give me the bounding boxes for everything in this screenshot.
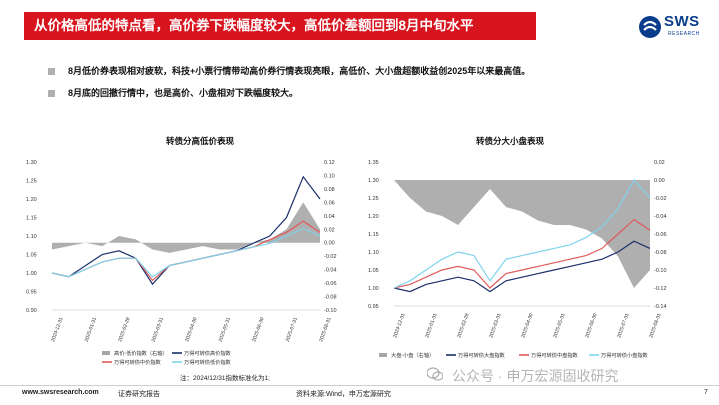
line-series-0-2 (51, 227, 321, 278)
footer-report-label: 证券研究报告 (118, 391, 160, 398)
header: 从价格高低的特点看，高价券下跌幅度较大，高低价差额回到8月中旬水平 SWS RE… (0, 0, 719, 50)
x-tick: 2025-05-31 (552, 312, 566, 338)
x-tick: 2025-03-31 (151, 316, 165, 342)
chart-title-right: 转债分大小盘表现 (475, 136, 544, 146)
legend-label: 高价-低价指数（右轴） (114, 349, 168, 357)
line-series-0-1 (51, 220, 321, 282)
y-right-tick: -0.12 (654, 286, 667, 292)
x-tick: 2025-04-30 (184, 316, 198, 342)
y-left-tick: 1.20 (26, 197, 37, 203)
x-tick: 2025-02-28 (117, 316, 131, 342)
y-left-tick: 1.25 (26, 179, 37, 185)
legend-swatch-area (102, 351, 110, 355)
y-right-tick: 0.00 (654, 178, 665, 184)
line-series-1-1 (393, 218, 651, 289)
y-right-tick: -0.08 (654, 250, 667, 256)
y-right-tick: 0.02 (654, 160, 665, 166)
y-right-tick: 0.10 (324, 173, 335, 179)
sws-logo-icon (639, 16, 661, 38)
x-tick: 2024-12-31 (50, 316, 64, 342)
x-tick: 2025-08-31 (318, 316, 332, 342)
x-tick: 2025-02-28 (456, 312, 470, 338)
y-left-tick: 1.00 (26, 271, 37, 277)
y-right-tick: -0.04 (324, 268, 337, 274)
x-tick: 2025-03-31 (488, 312, 502, 338)
y-left-tick: 1.10 (368, 250, 379, 256)
footer-source: 资料来源:Wind，申万宏源研究 (296, 391, 391, 398)
y-left-tick: 1.30 (26, 160, 37, 166)
y-left-tick: 1.30 (368, 178, 379, 184)
bullet-item: 8月底的回撤行情中，也是高价、小盘相对下跌幅度较大。 (40, 82, 700, 104)
bullet-text: 8月低价券表现相对疲软，科技+小票行情带动高价券行情表现亮眼，高低价、大小盘超额… (68, 66, 531, 76)
x-tick: 2025-01-31 (84, 316, 98, 342)
legend-label: 万得可转债大盘指数 (458, 351, 506, 359)
y-left-tick: 0.95 (368, 304, 379, 310)
footer-url-link[interactable]: www.swsresearch.com (22, 389, 99, 396)
y-right-tick: -0.08 (324, 295, 337, 301)
legend-label: 万得可转债低价指数 (184, 358, 232, 366)
wechat-icon (426, 367, 444, 381)
y-left-tick: 1.25 (368, 196, 379, 202)
line-series-1-2 (393, 178, 651, 289)
bullet-text: 8月底的回撤行情中，也是高价、小盘相对下跌幅度较大。 (68, 88, 299, 98)
y-left-tick: 1.00 (368, 286, 379, 292)
y-right-tick: -0.02 (324, 254, 337, 260)
x-tick: 2025-08-31 (648, 312, 662, 338)
watermark: 公众号 · 申万宏源固收研究 (452, 368, 619, 384)
legend-label: 大盘-小盘（右轴） (391, 351, 434, 359)
legend-swatch-area (379, 353, 387, 357)
y-left-tick: 1.20 (368, 214, 379, 220)
y-right-tick: 0.08 (324, 187, 335, 193)
y-right-tick: 0.06 (324, 200, 335, 206)
chart-note: 注：2024/12/31指数标准化为1; (180, 375, 270, 382)
page-title: 从价格高低的特点看，高价券下跌幅度较大，高低价差额回到8月中旬水平 (24, 12, 536, 40)
x-tick: 2025-01-31 (424, 312, 438, 338)
line-series-0-0 (51, 175, 321, 286)
y-left-tick: 0.90 (26, 308, 37, 314)
footer-divider (0, 385, 719, 386)
legend-label: 万得可转债高价指数 (184, 349, 232, 357)
x-tick: 2025-07-31 (285, 316, 299, 342)
y-right-tick: 0.04 (324, 214, 335, 220)
bullet-item: 8月低价券表现相对疲软，科技+小票行情带动高价券行情表现亮眼，高低价、大小盘超额… (40, 60, 700, 82)
area-series-1 (394, 180, 650, 288)
y-left-tick: 1.15 (26, 216, 37, 222)
y-right-tick: 0.00 (324, 241, 335, 247)
x-tick: 2024-12-31 (392, 312, 406, 338)
line-series-1-0 (393, 240, 651, 293)
y-left-tick: 1.05 (368, 268, 379, 274)
page-number: 7 (704, 389, 708, 396)
sws-logo: SWS RESEARCH (638, 12, 708, 42)
y-left-tick: 1.10 (26, 234, 37, 240)
x-tick: 2025-04-30 (520, 312, 534, 338)
y-left-tick: 1.05 (26, 253, 37, 259)
legend-label: 万得可转债中盘指数 (531, 351, 579, 359)
y-right-tick: 0.02 (324, 227, 335, 233)
y-right-tick: -0.06 (654, 232, 667, 238)
legend-label: 万得可转债小盘指数 (601, 351, 649, 359)
y-right-tick: -0.10 (654, 268, 667, 274)
y-left-tick: 1.15 (368, 232, 379, 238)
y-right-tick: -0.04 (654, 214, 667, 220)
y-left-tick: 1.35 (368, 160, 379, 166)
x-tick: 2025-06-30 (584, 312, 598, 338)
bullet-square-icon (48, 68, 55, 75)
bullet-list: 8月低价券表现相对疲软，科技+小票行情带动高价券行情表现亮眼，高低价、大小盘超额… (40, 60, 700, 104)
x-tick: 2025-05-31 (218, 316, 232, 342)
bullet-square-icon (48, 90, 55, 97)
chart-title-left: 转债分高低价表现 (165, 136, 234, 146)
logo-subtext: RESEARCH (668, 31, 700, 37)
area-series-0 (52, 202, 320, 253)
y-left-tick: 0.95 (26, 290, 37, 296)
y-right-tick: -0.10 (324, 308, 337, 314)
legend-label: 万得可转债中价指数 (114, 358, 162, 366)
y-right-tick: 0.12 (324, 160, 335, 166)
y-right-tick: -0.14 (654, 304, 667, 310)
y-right-tick: -0.02 (654, 196, 667, 202)
x-tick: 2025-06-30 (251, 316, 265, 342)
x-tick: 2025-07-31 (616, 312, 630, 338)
logo-text: SWS (664, 13, 700, 30)
y-right-tick: -0.06 (324, 281, 337, 287)
